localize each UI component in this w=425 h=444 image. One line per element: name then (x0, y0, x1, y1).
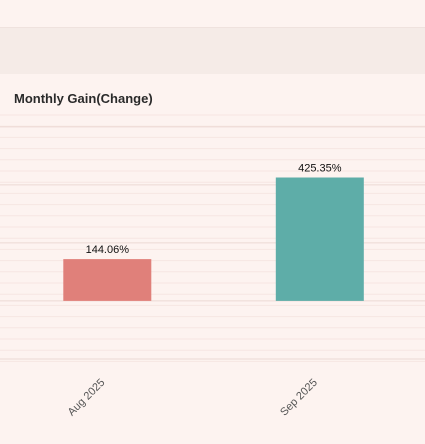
x-tick-label: Aug 2025 (66, 377, 108, 419)
toolbar-band (0, 28, 425, 74)
label-layer: 144.06% 425.35% (86, 163, 342, 257)
top-strip (0, 0, 425, 28)
chart-title: Monthly Gain(Change) (14, 91, 153, 106)
bar-layer (63, 177, 364, 301)
bar-aug-2025[interactable] (63, 259, 152, 301)
bar-value-label: 144.06% (86, 244, 130, 256)
bar-value-label: 425.35% (298, 163, 342, 175)
tick-layer: Aug 2025 Sep 2025 (66, 377, 320, 419)
bar-sep-2025[interactable] (275, 177, 364, 301)
x-tick-label: Sep 2025 (278, 377, 320, 419)
